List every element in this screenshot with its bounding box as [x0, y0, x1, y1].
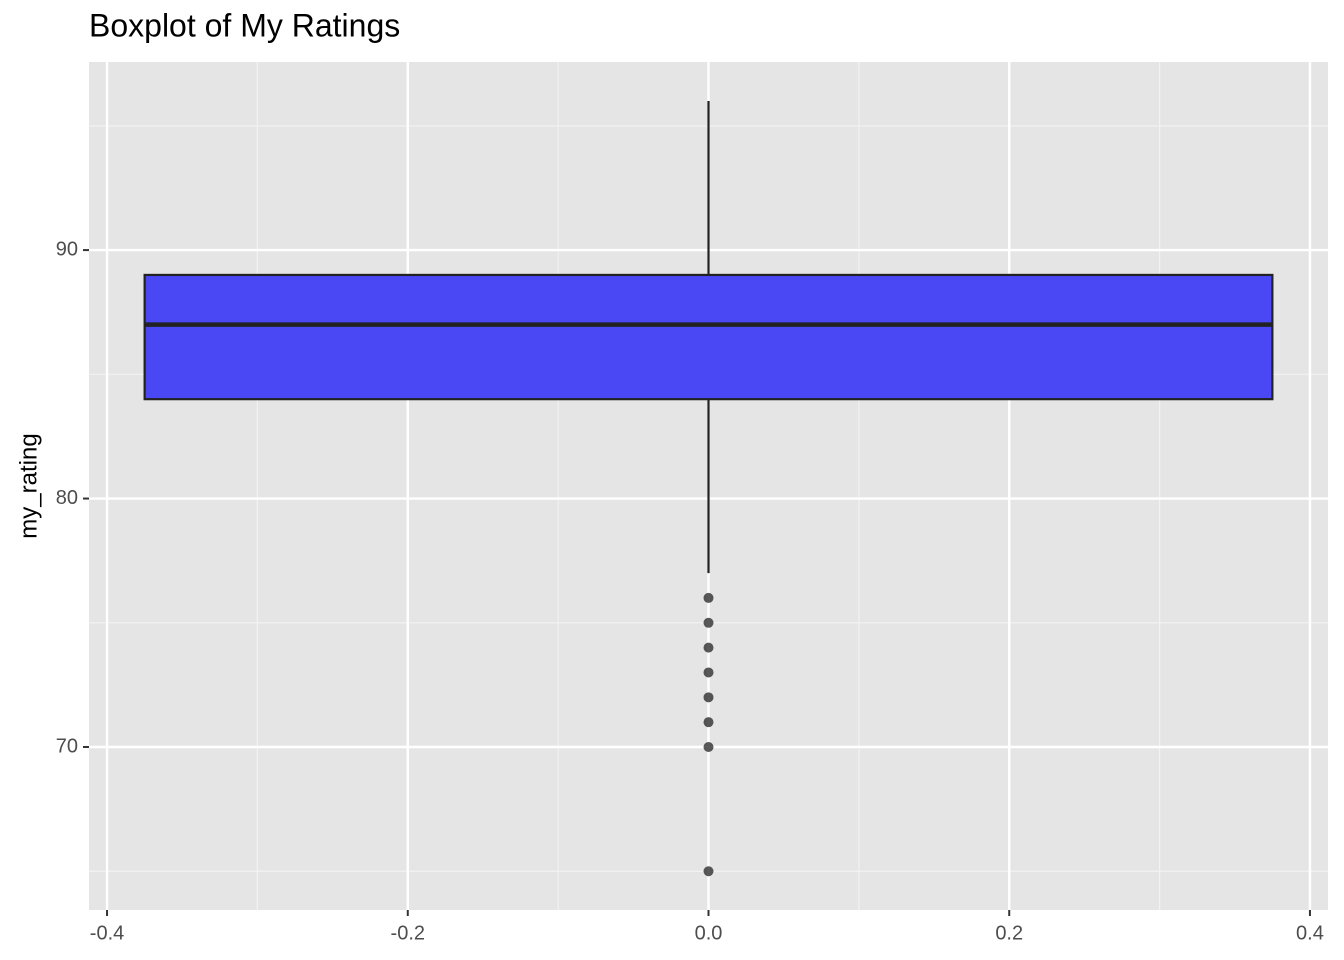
y-axis-label: my_rating — [15, 433, 42, 538]
y-tick-label: 90 — [56, 238, 78, 260]
outlier — [703, 717, 714, 728]
box — [143, 273, 1274, 401]
x-tick-label: 0.2 — [995, 922, 1023, 944]
y-tick-label: 80 — [56, 487, 78, 509]
x-tick-label: 0.0 — [695, 922, 723, 944]
x-tick-label: 0.4 — [1296, 922, 1324, 944]
chart-title: Boxplot of My Ratings — [89, 7, 400, 43]
outlier — [703, 692, 714, 703]
outlier — [703, 866, 714, 877]
outlier — [703, 642, 714, 653]
y-tick-label: 70 — [56, 735, 78, 757]
x-tick-label: -0.4 — [90, 922, 124, 944]
outlier — [703, 617, 714, 628]
x-tick-label: -0.2 — [391, 922, 425, 944]
outlier — [703, 667, 714, 678]
outlier — [703, 742, 714, 753]
outlier — [703, 592, 714, 603]
